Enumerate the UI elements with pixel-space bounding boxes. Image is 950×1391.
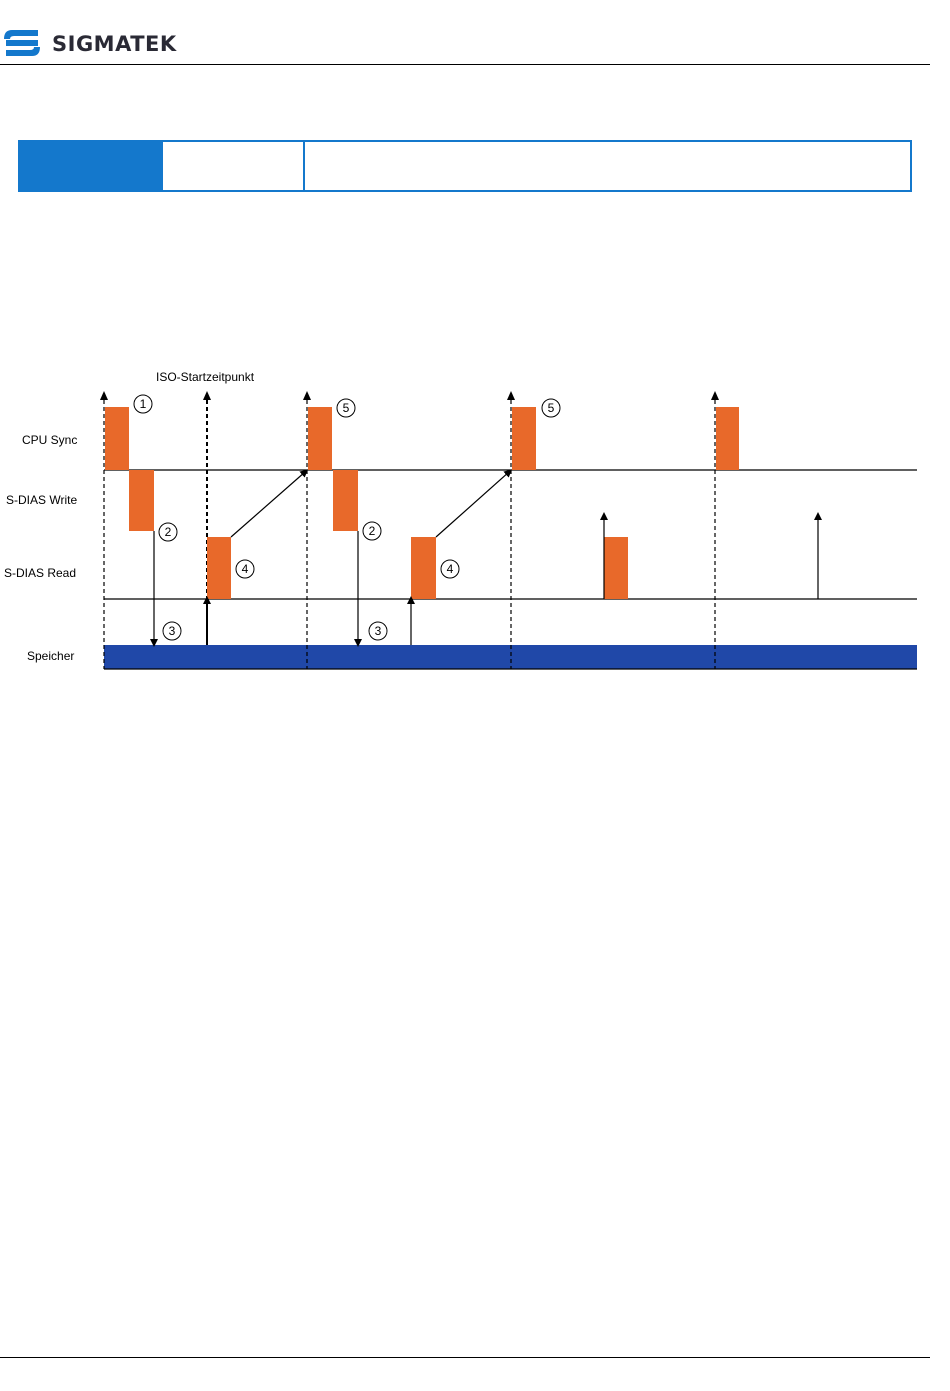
sdias-read-block: [604, 537, 628, 599]
sdias-read-block: [411, 537, 436, 599]
step-marker: 5: [541, 398, 561, 418]
sdias-write-block: [333, 470, 358, 531]
cycle-arrowhead: [303, 391, 311, 400]
timing-diagram: ISO-Startzeitpunkt CPU Sync S-DIAS Write…: [4, 370, 917, 670]
read-to-sync-arrow: [230, 469, 309, 538]
svg-text:2: 2: [165, 525, 172, 539]
step-marker: 3: [368, 621, 388, 641]
read-to-sync-arrow: [435, 469, 512, 538]
row-label-sdias-write: S-DIAS Write: [6, 493, 77, 507]
step-marker: 3: [162, 621, 182, 641]
info-cell: [163, 142, 305, 190]
iso-start-label: ISO-Startzeitpunkt: [156, 370, 255, 384]
cycle-arrowhead: [203, 391, 211, 400]
info-cell: [305, 142, 910, 190]
step-marker: 5: [336, 398, 356, 418]
info-table: [18, 140, 912, 192]
row-label-sdias-read: S-DIAS Read: [4, 566, 76, 580]
svg-text:5: 5: [548, 401, 555, 415]
brand-name: SIGMATEK: [52, 32, 177, 56]
svg-text:4: 4: [447, 562, 454, 576]
cpu-sync-block: [105, 407, 129, 470]
svg-text:1: 1: [140, 397, 147, 411]
page-header: SIGMATEK: [0, 0, 950, 68]
row-label-speicher: Speicher: [27, 649, 74, 663]
step-marker: 1: [133, 394, 153, 414]
header-divider: [0, 64, 930, 65]
cpu-sync-block: [716, 407, 739, 470]
sdias-read-block: [207, 537, 231, 599]
cpu-sync-block: [512, 407, 536, 470]
step-marker: 4: [440, 559, 460, 579]
cycle-arrowhead: [100, 391, 108, 400]
sdias-write-block: [129, 470, 154, 531]
step-marker: 2: [362, 521, 382, 541]
info-cell-highlight: [20, 142, 163, 190]
sigmatek-logo-icon: [4, 30, 40, 56]
row-label-cpu-sync: CPU Sync: [22, 433, 77, 447]
step-marker: 2: [158, 522, 178, 542]
svg-text:2: 2: [369, 524, 376, 538]
svg-text:3: 3: [169, 624, 176, 638]
cycle-arrowhead: [711, 391, 719, 400]
footer-divider: [0, 1357, 930, 1358]
svg-text:3: 3: [375, 624, 382, 638]
cycle-arrowhead: [507, 391, 515, 400]
svg-text:5: 5: [343, 401, 350, 415]
svg-text:4: 4: [242, 562, 249, 576]
cpu-sync-block: [308, 407, 332, 470]
step-marker: 4: [235, 559, 255, 579]
